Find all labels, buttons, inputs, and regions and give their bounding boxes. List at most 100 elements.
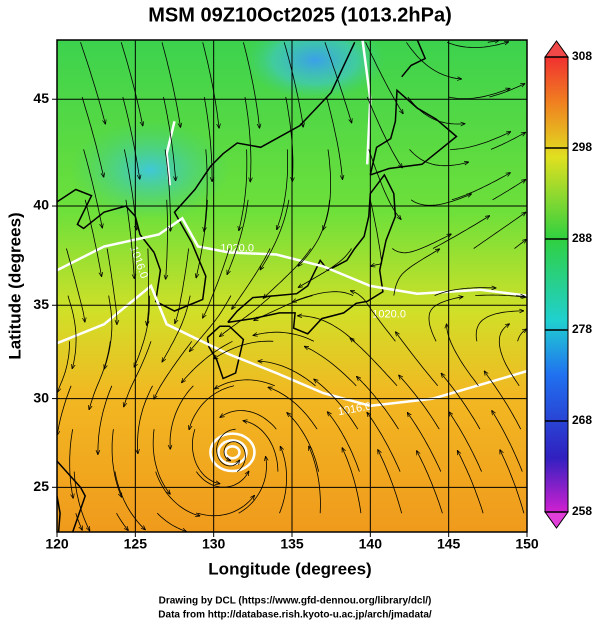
x-axis-label: Longitude (degrees) [208,559,371,578]
streamline [191,429,219,484]
colorbar-tick-label: 278 [572,322,592,336]
streamline [365,42,404,113]
streamline [407,413,442,472]
streamline [277,149,289,229]
streamline [98,385,113,455]
streamline [351,291,396,342]
streamline [197,496,254,517]
streamline [517,329,527,342]
streamline [260,199,290,270]
isobar [57,283,527,408]
streamline [138,385,153,454]
streamline [111,429,122,497]
streamline [166,199,168,279]
cold-area [70,120,230,220]
colorbar-tick-label: 268 [572,413,592,427]
y-axis-label: Latitude (degrees) [5,212,24,359]
coastline [227,173,397,335]
x-tick-label: 125 [124,536,148,552]
streamline [122,96,140,179]
isobar [57,216,527,297]
streamline [368,149,401,219]
streamline [451,173,511,201]
isobar [165,121,176,186]
isobar [209,432,256,473]
isobar [224,445,241,460]
colorbar-tick-label: 308 [572,49,592,63]
chart-title: MSM 09Z10Oct2025 (1013.2hPa) [148,4,452,26]
streamline [152,429,170,494]
streamline [75,513,83,530]
coastlines [57,40,458,532]
streamline [189,385,235,430]
streamline [66,248,85,323]
streamline [154,341,193,399]
streamline [309,446,321,514]
streamline [215,379,275,389]
streamline [475,295,526,297]
streamline [450,132,510,150]
streamline [170,385,194,449]
colorbar-extend [544,40,569,58]
streamline [492,411,523,472]
streamline [116,513,129,530]
streamline [515,296,525,297]
streamline [223,441,246,472]
streamline [175,248,189,324]
y-tick-label: 25 [33,478,49,494]
streamline [407,96,465,124]
streamline [147,248,149,326]
x-tick-label: 135 [280,536,304,552]
streamline [125,199,134,279]
colorbar-tick-label: 288 [572,231,592,245]
x-tick-label: 150 [515,536,539,552]
streamline [490,132,526,150]
streamline [114,471,145,530]
streamline [314,379,359,430]
streamline [58,341,70,392]
streamline [182,340,233,382]
streamline [80,42,106,124]
streamline [283,42,303,127]
colorbar-scale [544,56,569,513]
streamline [196,199,208,278]
streamline [190,295,232,352]
streamline [57,385,72,435]
cold-area [245,40,385,100]
streamline [104,295,113,369]
streamline [446,42,509,48]
streamline [161,42,181,127]
y-tick-label: 40 [33,197,49,213]
streamline [500,450,525,514]
streamline [243,42,259,128]
streamline [393,249,440,296]
streamline [162,295,191,362]
streamline [287,413,319,472]
streamline [449,412,482,472]
streamline [432,216,490,249]
streamline [492,180,526,201]
streamline [475,311,523,342]
streamline [304,346,357,387]
streamlines [57,40,526,531]
streamline [417,451,443,514]
y-tick-label: 45 [33,90,49,106]
colorbar-tick-label: 258 [572,504,592,518]
streamline [164,149,170,231]
streamline [396,332,439,387]
streamline [84,199,101,277]
streamline [106,248,117,325]
streamline [392,234,451,254]
streamline [83,149,103,228]
streamline [204,149,208,231]
streamline [279,446,288,514]
streamline [203,248,230,319]
streamline [434,288,496,296]
colorbar: 258 268 278 288 298 308 [544,40,592,529]
coastline [57,188,155,253]
x-tick-label: 120 [45,536,69,552]
streamline [216,428,240,467]
colorbar-tick-label: 298 [572,140,592,154]
axes: 120 125 130 135 140 145 150 25 30 35 40 45 [33,90,538,552]
